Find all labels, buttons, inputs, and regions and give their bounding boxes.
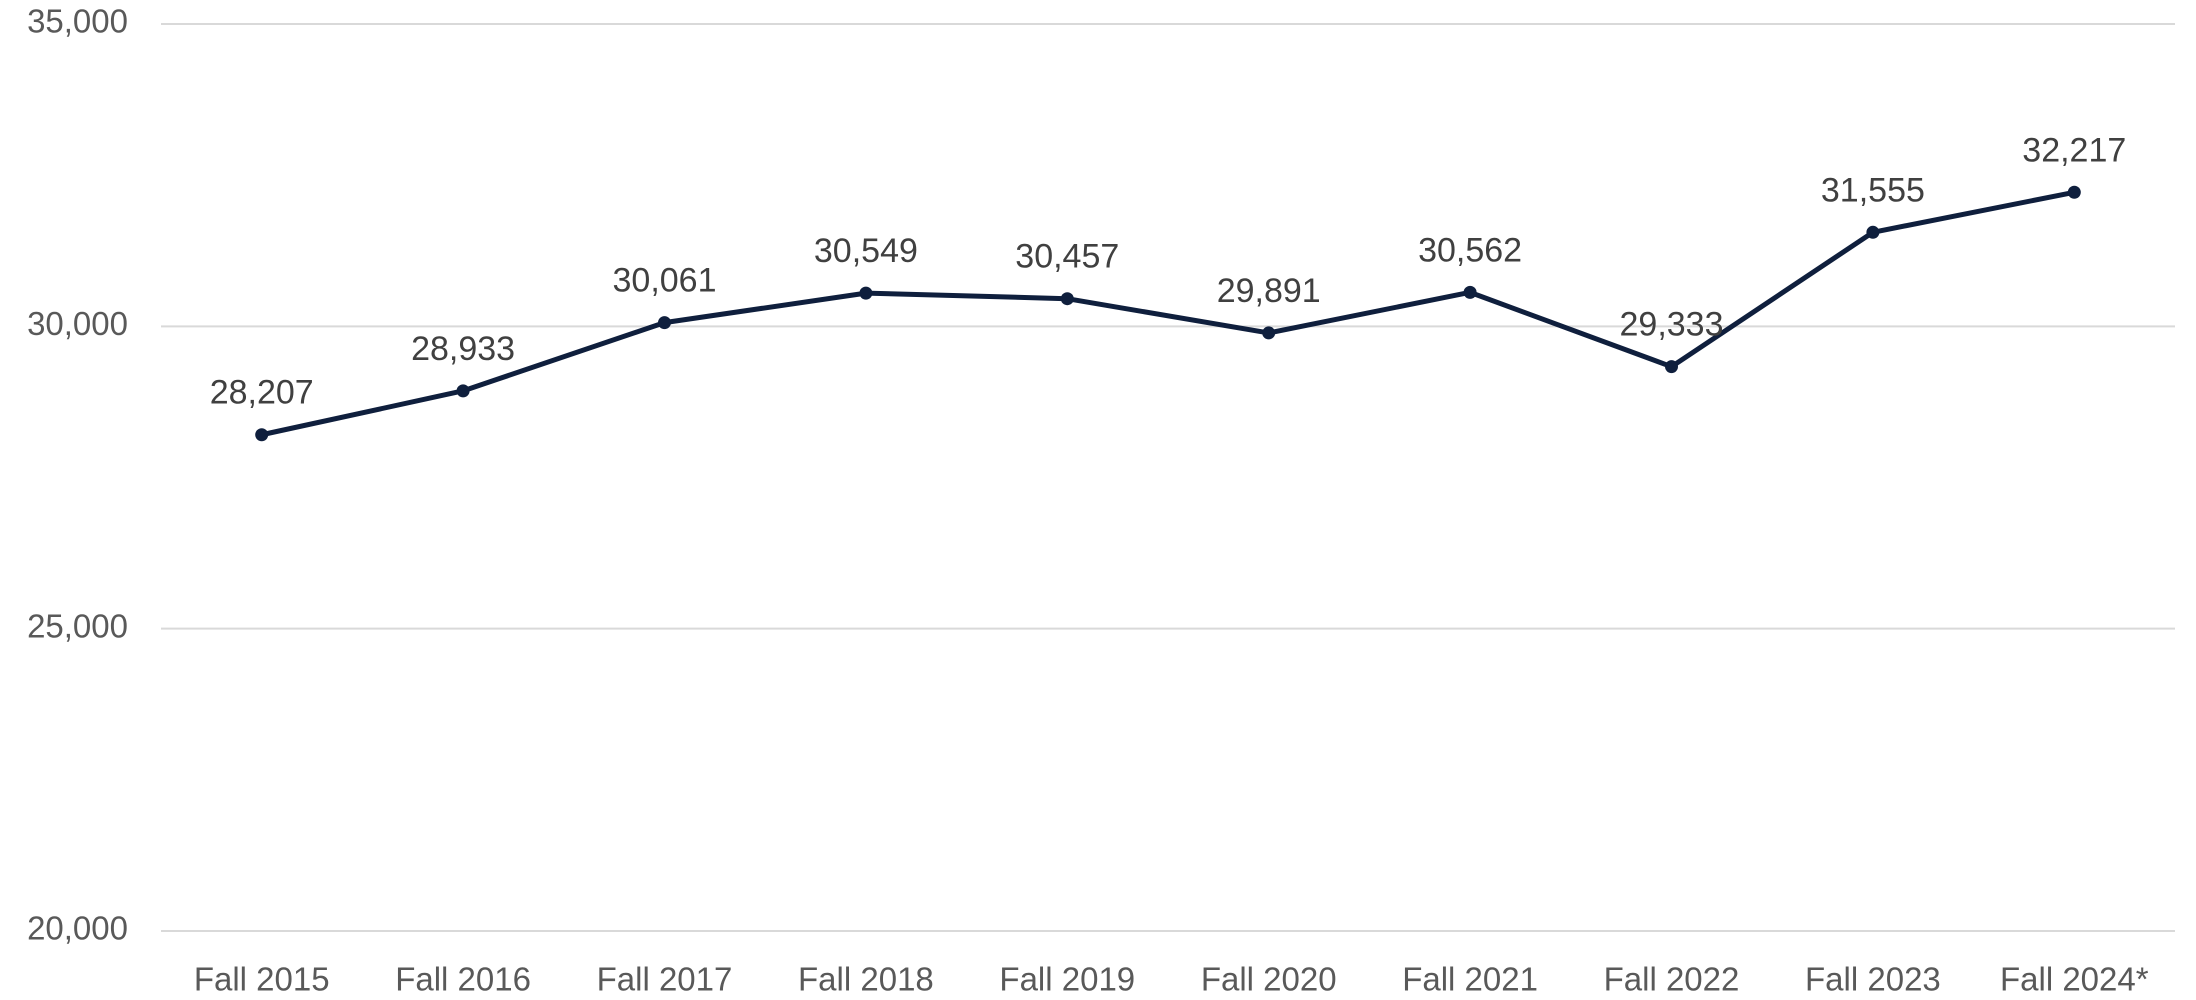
point (2067, 185, 2081, 199)
point (1262, 326, 1276, 340)
data-label: 29,891 (1217, 272, 1321, 310)
x-tick-label: Fall 2017 (597, 961, 733, 998)
data-label: 30,457 (1015, 238, 1119, 276)
point (1060, 292, 1074, 306)
y-tick-label: 25,000 (27, 607, 128, 644)
data-label: 30,549 (814, 232, 918, 270)
x-tick-label: Fall 2018 (798, 961, 934, 998)
point (859, 286, 873, 300)
point (658, 316, 671, 330)
y-tick-label: 20,000 (27, 910, 128, 947)
data-label: 28,933 (411, 330, 515, 368)
data-label: 28,207 (210, 374, 314, 412)
point (456, 384, 470, 398)
data-label: 31,555 (1821, 171, 1925, 209)
data-label: 32,217 (2022, 131, 2126, 169)
data-label: 29,333 (1620, 306, 1724, 344)
point (1866, 225, 1880, 239)
line (261, 189, 2075, 438)
point (1463, 285, 1477, 299)
x-tick-label: Fall 2022 (1604, 961, 1740, 998)
point (255, 428, 269, 442)
x-tick-label: Fall 2020 (1201, 961, 1337, 998)
point (1665, 360, 1678, 374)
x-tick-label: Fall 2015 (194, 961, 330, 998)
y-tick-label: 35,000 (27, 3, 128, 40)
x-tick-label: Fall 2019 (999, 961, 1135, 998)
data-label: 30,562 (1418, 231, 1522, 269)
y-tick-label: 30,000 (27, 305, 128, 342)
data-label: 30,061 (613, 262, 717, 300)
x-tick-label: Fall 2023 (1805, 961, 1941, 998)
x-tick-label: Fall 2024* (2000, 961, 2149, 998)
x-tick-label: Fall 2016 (395, 961, 531, 998)
x-tick-label: Fall 2021 (1402, 961, 1538, 998)
